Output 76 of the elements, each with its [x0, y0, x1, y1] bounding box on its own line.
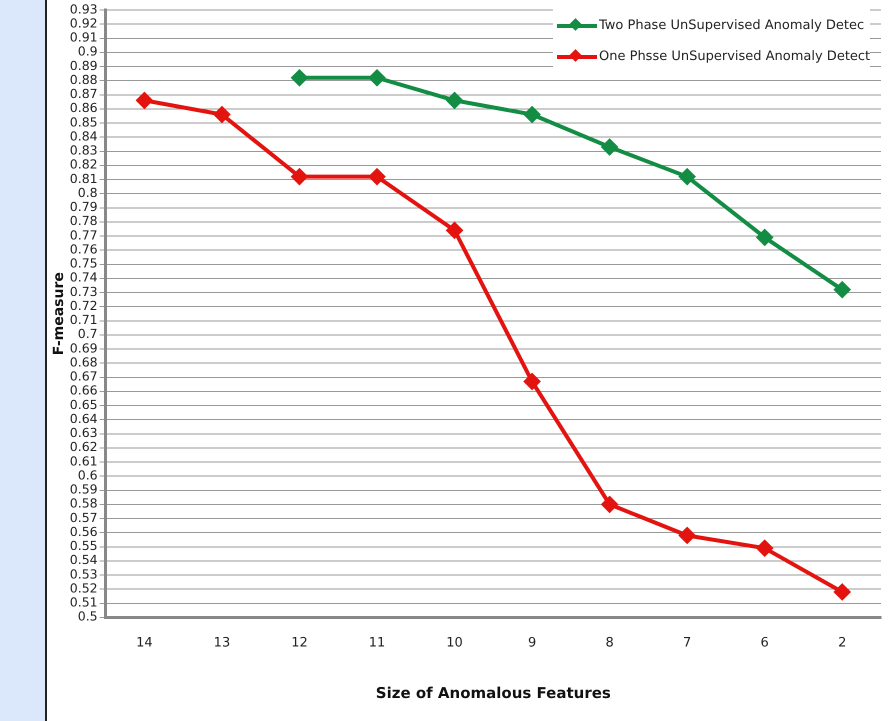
x-tick-label: 10	[446, 636, 463, 651]
point	[214, 106, 230, 123]
y-tick-label: 0.74	[70, 270, 98, 285]
point	[834, 282, 850, 298]
y-tick-label: 0.87	[70, 86, 98, 102]
point	[602, 139, 618, 156]
y-tick-label: 0.76	[70, 241, 98, 256]
point	[369, 70, 386, 86]
y-tick-label: 0.78	[70, 213, 98, 228]
y-tick-label: 0.93	[70, 1, 98, 16]
y-tick-label: 0.82	[70, 156, 98, 172]
x-tick-label: 14	[136, 636, 153, 651]
y-tick-label: 0.71	[70, 312, 98, 328]
x-tick-label: 8	[605, 636, 614, 651]
y-tick-label: 0.51	[70, 594, 98, 610]
x-tick-label: 2	[838, 636, 846, 651]
x-axis-title: Size of Anomalous Features	[376, 684, 611, 702]
y-tick-label: 0.53	[70, 566, 98, 582]
point	[834, 584, 850, 600]
y-tick-label: 0.64	[70, 410, 98, 426]
legend-label: Two Phase UnSupervised Anomaly Detec	[599, 18, 864, 33]
y-tick-label: 0.75	[70, 256, 98, 271]
y-tick-label: 0.81	[70, 170, 98, 186]
y-tick-label: 0.8	[78, 184, 98, 200]
y-tick-label: 0.5	[78, 608, 98, 624]
x-tick-label: 6	[760, 636, 769, 651]
y-tick-label: 0.85	[70, 114, 98, 130]
y-tick-label: 0.67	[70, 368, 98, 384]
point	[291, 168, 308, 185]
x-tick-label: 12	[291, 636, 308, 651]
y-tick-label: 0.73	[70, 284, 98, 299]
y-tick-label: 0.88	[70, 72, 98, 87]
y-tick-label: 0.68	[70, 354, 98, 370]
y-tick-label: 0.55	[70, 538, 98, 554]
y-tick-label: 0.84	[70, 128, 98, 144]
y-tick-label: 0.65	[70, 396, 98, 412]
y-tick-label: 0.58	[70, 496, 98, 511]
x-tick-label: 11	[368, 636, 386, 651]
y-tick-label: 0.52	[70, 580, 98, 596]
y-tick-label: 0.72	[70, 298, 98, 313]
y-tick-label: 0.91	[70, 30, 98, 44]
y-tick-label: 0.62	[70, 439, 98, 454]
x-tick-label: 9	[528, 636, 536, 651]
y-tick-label: 0.83	[70, 142, 98, 158]
y-tick-label: 0.79	[70, 199, 98, 214]
y-tick-label: 0.92	[70, 15, 98, 30]
y-tick-label: 0.56	[70, 524, 98, 539]
point	[524, 374, 540, 390]
y-tick-label: 0.59	[70, 482, 98, 497]
point	[369, 168, 386, 185]
point	[602, 496, 618, 512]
x-tick-label: 7	[683, 636, 692, 651]
point	[291, 70, 308, 86]
point	[756, 540, 773, 556]
y-tick-label: 0.6	[78, 467, 98, 482]
y-tick-label: 0.89	[70, 58, 98, 73]
point	[679, 168, 696, 185]
y-tick-label: 0.61	[70, 453, 98, 468]
y-axis-title: F-measure	[51, 272, 68, 356]
legend-label: One Phsse UnSupervised Anomaly Detect	[599, 49, 870, 64]
point	[446, 222, 463, 238]
x-tick-label: 13	[214, 636, 230, 651]
y-tick-label: 0.77	[70, 227, 98, 242]
y-tick-label: 0.63	[70, 425, 98, 440]
point	[756, 229, 773, 246]
y-tick-label: 0.7	[78, 326, 98, 342]
y-tick-label: 0.69	[70, 340, 98, 356]
point	[524, 106, 540, 123]
point	[679, 527, 696, 544]
point	[136, 92, 152, 108]
y-tick-label: 0.57	[70, 510, 98, 525]
y-tick-label: 0.66	[70, 382, 98, 398]
y-tick-label: 0.9	[78, 44, 98, 59]
y-tick-label: 0.54	[70, 552, 98, 568]
point	[446, 92, 463, 108]
y-tick-label: 0.86	[70, 100, 98, 116]
